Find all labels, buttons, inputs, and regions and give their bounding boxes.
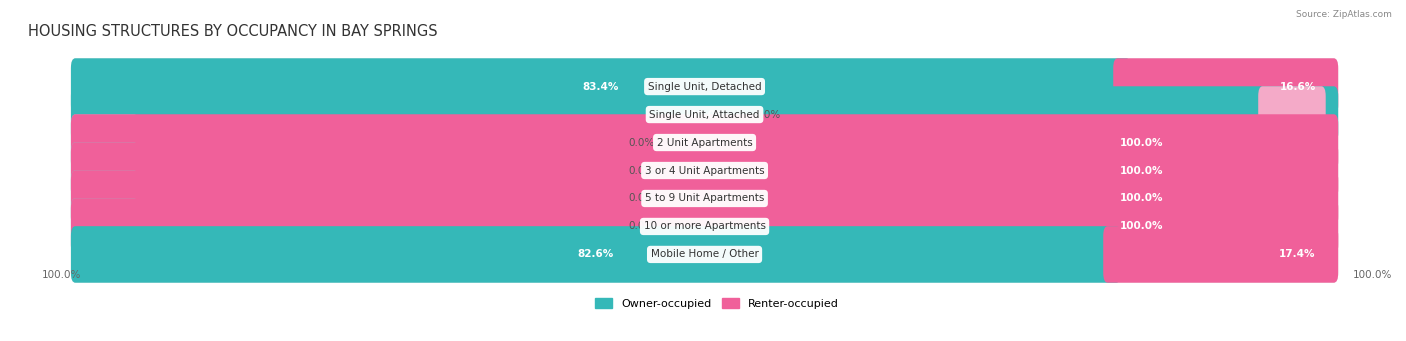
Text: Mobile Home / Other: Mobile Home / Other <box>651 249 758 260</box>
Text: 100.0%: 100.0% <box>683 109 727 120</box>
Text: 100.0%: 100.0% <box>1121 137 1164 148</box>
FancyBboxPatch shape <box>70 114 1339 171</box>
Text: 2 Unit Apartments: 2 Unit Apartments <box>657 137 752 148</box>
Text: 0.0%: 0.0% <box>628 221 655 232</box>
Text: 17.4%: 17.4% <box>1278 249 1315 260</box>
FancyBboxPatch shape <box>70 114 1339 171</box>
Text: 10 or more Apartments: 10 or more Apartments <box>644 221 765 232</box>
FancyBboxPatch shape <box>70 170 138 227</box>
Text: HOUSING STRUCTURES BY OCCUPANCY IN BAY SPRINGS: HOUSING STRUCTURES BY OCCUPANCY IN BAY S… <box>28 24 437 39</box>
Text: 100.0%: 100.0% <box>1353 270 1392 280</box>
FancyBboxPatch shape <box>70 114 138 171</box>
FancyBboxPatch shape <box>70 58 1339 115</box>
FancyBboxPatch shape <box>70 226 1121 283</box>
Text: 100.0%: 100.0% <box>1121 193 1164 204</box>
Text: 100.0%: 100.0% <box>42 270 82 280</box>
Text: 0.0%: 0.0% <box>628 137 655 148</box>
Text: 0.0%: 0.0% <box>628 165 655 176</box>
Text: Single Unit, Detached: Single Unit, Detached <box>648 81 762 92</box>
Text: Source: ZipAtlas.com: Source: ZipAtlas.com <box>1296 10 1392 19</box>
FancyBboxPatch shape <box>70 170 1339 227</box>
Legend: Owner-occupied, Renter-occupied: Owner-occupied, Renter-occupied <box>591 294 844 313</box>
FancyBboxPatch shape <box>70 226 1339 283</box>
FancyBboxPatch shape <box>1258 86 1326 143</box>
Text: 3 or 4 Unit Apartments: 3 or 4 Unit Apartments <box>645 165 765 176</box>
Text: 100.0%: 100.0% <box>1121 221 1164 232</box>
Text: 83.4%: 83.4% <box>582 81 619 92</box>
FancyBboxPatch shape <box>70 142 1339 199</box>
FancyBboxPatch shape <box>70 58 1130 115</box>
FancyBboxPatch shape <box>70 170 1339 227</box>
Text: 0.0%: 0.0% <box>755 109 780 120</box>
Text: 100.0%: 100.0% <box>1121 165 1164 176</box>
FancyBboxPatch shape <box>70 86 1339 143</box>
Text: 0.0%: 0.0% <box>628 193 655 204</box>
Text: 5 to 9 Unit Apartments: 5 to 9 Unit Apartments <box>645 193 765 204</box>
FancyBboxPatch shape <box>70 198 138 255</box>
FancyBboxPatch shape <box>1114 58 1339 115</box>
FancyBboxPatch shape <box>70 86 1339 143</box>
Text: 16.6%: 16.6% <box>1281 81 1316 92</box>
FancyBboxPatch shape <box>70 142 1339 199</box>
FancyBboxPatch shape <box>1104 226 1339 283</box>
FancyBboxPatch shape <box>70 198 1339 255</box>
Text: 82.6%: 82.6% <box>578 249 614 260</box>
FancyBboxPatch shape <box>70 142 138 199</box>
Text: Single Unit, Attached: Single Unit, Attached <box>650 109 759 120</box>
FancyBboxPatch shape <box>70 198 1339 255</box>
